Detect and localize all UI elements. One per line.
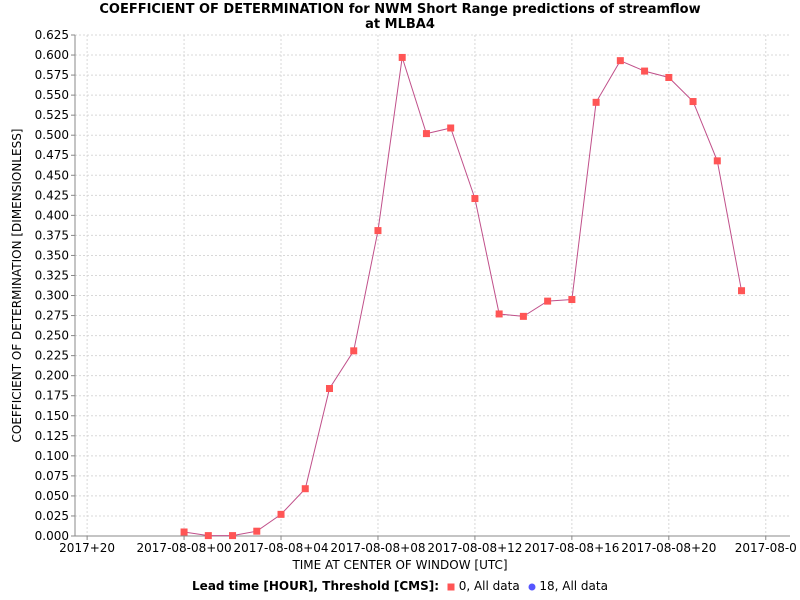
y-tick-label: 0.100: [35, 449, 69, 463]
chart-title: COEFFICIENT OF DETERMINATION for NWM Sho…: [0, 2, 800, 32]
data-point: [447, 124, 455, 132]
x-tick-label: 2017+20: [59, 541, 115, 555]
plot-area: [75, 35, 790, 536]
x-tick-label: 2017-08-08+16: [524, 541, 619, 555]
x-axis-label: TIME AT CENTER OF WINDOW [UTC]: [291, 558, 507, 572]
data-point: [325, 385, 333, 393]
legend-label-1: 18, All data: [539, 579, 608, 593]
legend-swatch-square-icon: [447, 583, 455, 590]
y-tick-label: 0.600: [35, 48, 69, 62]
data-point: [204, 532, 212, 540]
y-tick-label: 0.625: [35, 28, 69, 42]
data-point: [350, 347, 358, 355]
y-tick-label: 0.575: [35, 68, 69, 82]
data-point: [277, 510, 285, 518]
y-tick-label: 0.350: [35, 248, 69, 262]
legend-label-0: 0, All data: [458, 579, 520, 593]
data-point: [495, 310, 503, 318]
y-tick-label: 0.425: [35, 188, 69, 202]
data-point: [641, 67, 649, 75]
x-tick-label: 2017-08-08+04: [233, 541, 328, 555]
legend: Lead time [HOUR], Threshold [CMS]: 0, Al…: [0, 579, 800, 593]
data-point: [180, 528, 188, 536]
y-tick-label: 0.275: [35, 309, 69, 323]
y-tick-label: 0.450: [35, 168, 69, 182]
y-axis-label: COEFFICIENT OF DETERMINATION [DIMENSIONL…: [10, 129, 24, 443]
y-tick-label: 0.125: [35, 429, 69, 443]
y-tick-label: 0.325: [35, 268, 69, 282]
chart-subtitle: at MLBA4: [365, 17, 435, 32]
x-tick-label: 2017-08-08+08: [330, 541, 425, 555]
x-tick-label: 2017-08-0: [735, 541, 797, 555]
data-point: [519, 312, 527, 320]
x-tick-label: 2017-08-08+00: [137, 541, 232, 555]
y-tick-label: 0.300: [35, 289, 69, 303]
data-point: [422, 130, 430, 138]
y-tick-label: 0.150: [35, 409, 69, 423]
data-point: [471, 195, 479, 203]
data-point: [544, 297, 552, 305]
y-tick-label: 0.475: [35, 148, 69, 162]
chart-title-line-1: COEFFICIENT OF DETERMINATION for NWM Sho…: [99, 2, 701, 17]
data-point: [689, 98, 697, 106]
data-point: [374, 227, 382, 235]
y-tick-label: 0.375: [35, 228, 69, 242]
data-point: [713, 157, 721, 165]
y-tick-label: 0.400: [35, 208, 69, 222]
y-tick-label: 0.500: [35, 128, 69, 142]
data-point: [301, 485, 309, 493]
data-point: [738, 287, 746, 295]
data-point: [253, 527, 261, 535]
y-tick-label: 0.200: [35, 369, 69, 383]
y-tick-label: 0.075: [35, 469, 69, 483]
legend-item-0: 0, All data: [447, 579, 524, 593]
data-point: [592, 98, 600, 106]
y-tick-label: 0.050: [35, 489, 69, 503]
y-tick-label: 0.525: [35, 108, 69, 122]
y-tick-label: 0.025: [35, 509, 69, 523]
x-tick-label: 2017-08-08+20: [621, 541, 716, 555]
data-point: [616, 57, 624, 65]
legend-swatch-circle-icon: [528, 583, 536, 590]
y-tick-label: 0.175: [35, 389, 69, 403]
y-tick-label: 0.225: [35, 349, 69, 363]
y-tick-label: 0.250: [35, 329, 69, 343]
y-tick-label: 0.000: [35, 529, 69, 543]
data-point: [398, 53, 406, 61]
data-point: [665, 73, 673, 81]
series-line-0: [184, 57, 742, 537]
data-point: [229, 532, 237, 540]
legend-title: Lead time [HOUR], Threshold [CMS]:: [192, 579, 440, 593]
y-tick-label: 0.550: [35, 88, 69, 102]
legend-item-1: 18, All data: [528, 579, 608, 593]
data-point: [568, 296, 576, 304]
x-tick-label: 2017-08-08+12: [427, 541, 522, 555]
